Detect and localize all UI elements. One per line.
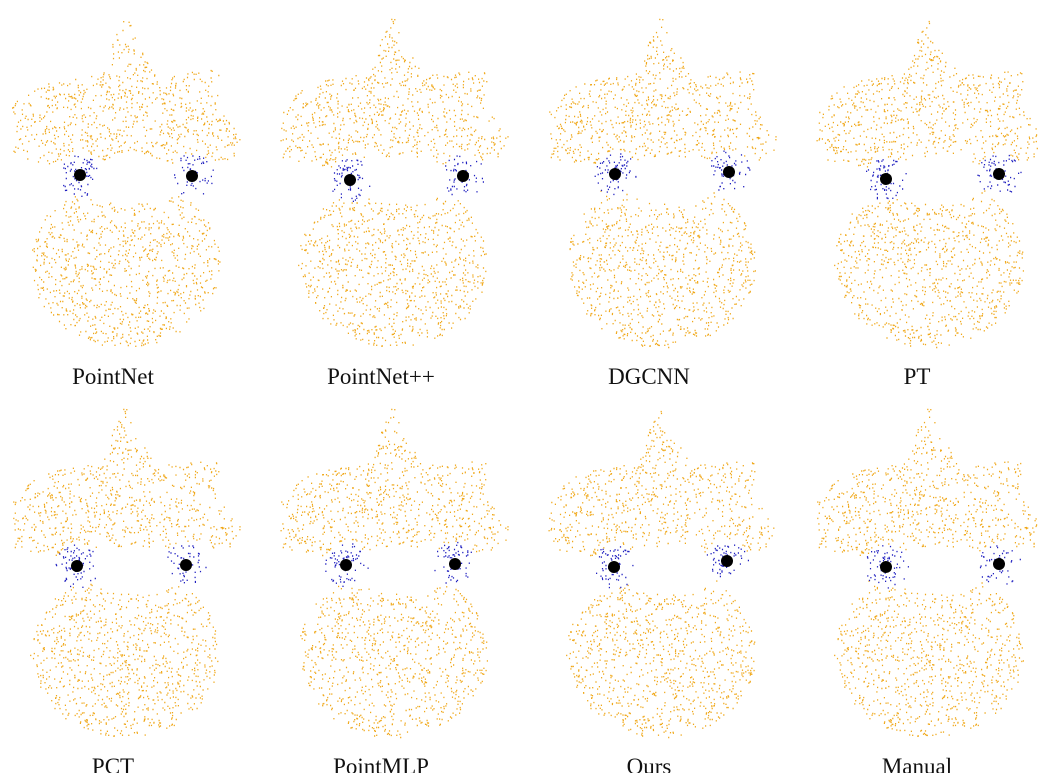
landmark — [993, 168, 1005, 180]
landmark — [180, 559, 192, 571]
point-cloud-panel — [549, 19, 776, 347]
point-cloud-panel — [12, 22, 241, 347]
orange-points — [13, 409, 240, 736]
point-cloud-panel — [817, 409, 1039, 736]
landmark — [344, 174, 356, 186]
landmark — [340, 559, 352, 571]
point-cloud-panel — [281, 409, 509, 737]
point-cloud-panel — [281, 19, 509, 346]
panel-label: PointMLP — [333, 754, 429, 773]
landmark — [993, 558, 1005, 570]
landmark — [608, 561, 620, 573]
landmark — [186, 170, 198, 182]
landmark — [880, 173, 892, 185]
point-cloud-panel — [549, 412, 775, 738]
orange-points — [281, 409, 509, 737]
panel-label: Manual — [882, 754, 952, 773]
landmark — [71, 560, 83, 572]
page: PointNet PointNet++ DGCNN PT PCT PointMLP Ours… — [0, 0, 1039, 773]
orange-points — [549, 412, 775, 738]
panel-label: PointNet++ — [327, 364, 435, 389]
orange-points — [549, 19, 776, 347]
landmark — [609, 168, 621, 180]
landmark — [449, 558, 461, 570]
figure: PointNet PointNet++ DGCNN PT PCT PointMLP Ours… — [0, 0, 1039, 773]
panel-label: PointNet — [72, 364, 154, 389]
panel-label: DGCNN — [608, 364, 690, 389]
orange-points — [281, 19, 509, 346]
landmark — [880, 561, 892, 573]
landmark — [74, 169, 86, 181]
panel-label: PCT — [92, 754, 134, 773]
landmark — [457, 170, 469, 182]
point-cloud-panel — [817, 22, 1039, 348]
landmark — [723, 166, 735, 178]
landmark — [721, 555, 733, 567]
orange-points — [817, 22, 1039, 348]
orange-points — [12, 22, 241, 347]
orange-points — [817, 409, 1039, 736]
point-cloud-panel — [13, 409, 240, 736]
panel-label: PT — [904, 364, 931, 389]
panel-label: Ours — [627, 754, 672, 773]
